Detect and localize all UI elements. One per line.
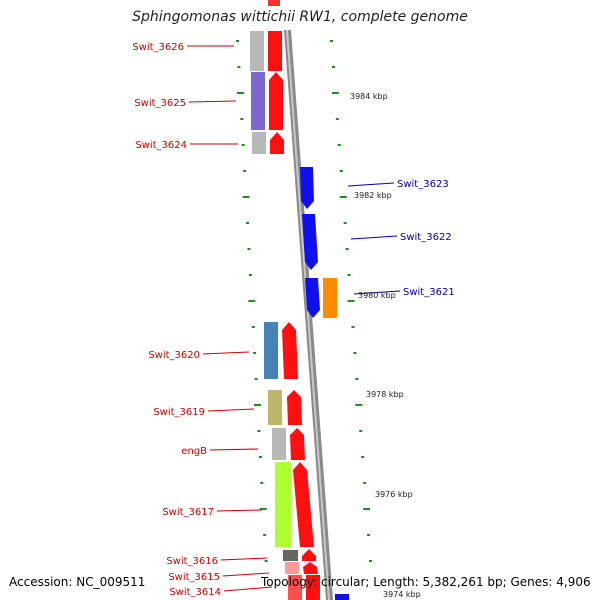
gene-swit-3619[interactable] (268, 390, 302, 425)
gene-swit-3626[interactable] (250, 31, 282, 71)
leader-line (347, 182, 395, 187)
tick-mark (241, 144, 245, 146)
tick-mark (257, 430, 261, 432)
tick-mark (347, 300, 355, 302)
tick-mark (260, 482, 264, 484)
leader-line (222, 572, 270, 577)
tick-mark (242, 196, 250, 198)
outer-tick-ring (330, 40, 372, 562)
tick-mark (339, 170, 343, 172)
leader-line (216, 509, 263, 512)
leader-line (209, 448, 259, 451)
tick-mark (331, 66, 335, 68)
gene-label-swit-3617[interactable]: Swit_3617 (162, 507, 214, 518)
tick-mark (251, 326, 255, 328)
tick-mark (259, 508, 267, 510)
gene-swit-3623[interactable] (300, 167, 314, 209)
label-leaders (187, 45, 401, 592)
accession-text: Accession: NC_009511 (9, 575, 146, 589)
tick-mark (253, 352, 257, 354)
tick-mark (240, 118, 244, 120)
tick-mark (339, 196, 347, 198)
gene-label-swit-3626[interactable]: Swit_3626 (132, 42, 184, 53)
gene-label-swit-3614[interactable]: Swit_3614 (169, 587, 221, 598)
tick-mark (353, 352, 357, 354)
leader-line (223, 586, 273, 592)
gene-swit-3622[interactable] (302, 214, 318, 270)
tick-mark (355, 378, 359, 380)
kbp-marker-label: 3978 kbp (366, 390, 404, 399)
gene-swit-3615[interactable] (285, 562, 318, 574)
leader-line (353, 290, 401, 295)
tick-mark (335, 118, 339, 120)
gene-engb[interactable] (272, 428, 305, 460)
leader-line (207, 408, 255, 412)
tick-mark (243, 170, 247, 172)
leader-line (202, 351, 250, 355)
gene-label-swit-3616[interactable]: Swit_3616 (166, 556, 218, 567)
tick-mark (236, 92, 244, 94)
tick-mark (330, 40, 333, 42)
leader-line (350, 235, 398, 240)
tick-mark (363, 508, 371, 510)
tick-mark (248, 300, 256, 302)
tick-mark (254, 404, 262, 406)
tick-mark (258, 456, 262, 458)
inner-tick-ring (236, 40, 268, 562)
tick-mark (248, 274, 252, 276)
leader-line (220, 557, 268, 561)
kbp-marker-label: 3976 kbp (375, 490, 413, 499)
kbp-markers: 3984 kbp 3982 kbp 3980 kbp 3978 kbp 3976 kbp… (350, 92, 421, 599)
tick-mark (236, 40, 239, 42)
tick-mark (343, 222, 347, 224)
tick-mark (337, 144, 341, 146)
tick-mark (367, 534, 371, 536)
gene-label-swit-3615[interactable]: Swit_3615 (168, 572, 220, 583)
tick-mark (263, 534, 267, 536)
tick-mark (237, 66, 241, 68)
tick-mark (347, 274, 351, 276)
gene-labels: Swit_3626 Swit_3625 Swit_3624 Swit_3623 Swit… (132, 42, 454, 598)
gene-swit-3624[interactable] (252, 132, 284, 154)
gene-swit-3616[interactable] (283, 549, 316, 561)
map-title: Sphingomonas wittichii RW1, complete gen… (132, 9, 468, 25)
leader-line (188, 100, 237, 103)
gene-arrow-partial (268, 0, 280, 6)
gene-label-swit-3625[interactable]: Swit_3625 (134, 98, 186, 109)
gene-swit-3617[interactable] (275, 462, 314, 547)
gene-swit-3620[interactable] (264, 322, 298, 379)
gene-label-swit-3623[interactable]: Swit_3623 (397, 179, 449, 190)
tick-mark (359, 430, 363, 432)
tick-mark (254, 378, 258, 380)
tick-mark (246, 222, 250, 224)
tick-mark (264, 560, 268, 562)
gene-label-swit-3619[interactable]: Swit_3619 (153, 407, 205, 418)
gene-label-swit-3624[interactable]: Swit_3624 (135, 140, 187, 151)
gene-label-swit-3620[interactable]: Swit_3620 (148, 350, 200, 361)
tick-mark (345, 248, 349, 250)
tick-mark (351, 326, 355, 328)
tick-mark (361, 456, 365, 458)
tick-mark (331, 92, 339, 94)
kbp-marker-label: 3982 kbp (354, 191, 392, 200)
genome-backbone (284, 30, 333, 600)
gene-label-engb[interactable]: engB (181, 446, 207, 457)
gene-swit-3614[interactable] (288, 575, 349, 600)
gene-label-swit-3622[interactable]: Swit_3622 (400, 232, 452, 243)
gene-swit-3621[interactable] (305, 278, 337, 318)
gene-label-swit-3621[interactable]: Swit_3621 (403, 287, 455, 298)
tick-mark (247, 248, 251, 250)
tick-mark (355, 404, 363, 406)
topology-text: Topology: circular; Length: 5,382,261 bp… (261, 575, 591, 589)
tick-mark (369, 560, 372, 562)
kbp-marker-label: 3980 kbp (358, 291, 396, 300)
gene-swit-3625[interactable] (251, 72, 283, 130)
kbp-marker-label: 3984 kbp (350, 92, 388, 101)
kbp-marker-label: 3974 kbp (383, 590, 421, 599)
tick-mark (363, 482, 367, 484)
